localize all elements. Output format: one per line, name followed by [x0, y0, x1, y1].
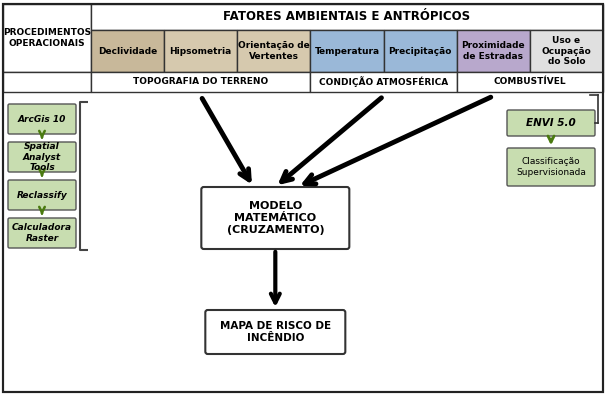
FancyBboxPatch shape: [8, 142, 76, 172]
Text: Uso e
Ocupação
do Solo: Uso e Ocupação do Solo: [541, 36, 591, 66]
Bar: [530, 30, 603, 72]
Text: Spatial
Analyst
Tools: Spatial Analyst Tools: [23, 142, 61, 172]
Text: ArcGis 10: ArcGis 10: [18, 115, 66, 124]
Text: Proximidade
de Estradas: Proximidade de Estradas: [462, 41, 525, 61]
Bar: [164, 30, 238, 72]
Text: Classificação
Supervisionada: Classificação Supervisionada: [516, 157, 586, 177]
Bar: [311, 30, 384, 72]
Text: ENVI 5.0: ENVI 5.0: [526, 118, 576, 128]
Bar: [91, 4, 603, 30]
Text: CONDIÇÃO ATMOSFÉRICA: CONDIÇÃO ATMOSFÉRICA: [319, 77, 448, 87]
Bar: [384, 30, 457, 72]
FancyBboxPatch shape: [507, 110, 595, 136]
Text: PROCEDIMENTOS
OPERACIONAIS: PROCEDIMENTOS OPERACIONAIS: [3, 28, 91, 48]
FancyBboxPatch shape: [8, 180, 76, 210]
FancyBboxPatch shape: [507, 148, 595, 186]
Text: MAPA DE RISCO DE
INCÊNDIO: MAPA DE RISCO DE INCÊNDIO: [220, 321, 331, 343]
FancyBboxPatch shape: [205, 310, 345, 354]
FancyBboxPatch shape: [202, 187, 350, 249]
Bar: [3, 4, 91, 72]
Text: Orientação de
Vertentes: Orientação de Vertentes: [238, 41, 310, 61]
FancyBboxPatch shape: [8, 218, 76, 248]
Text: Precipitação: Precipitação: [389, 47, 452, 56]
Bar: [3, 72, 91, 92]
Text: MODELO
MATEMÁTICO
(CRUZAMENTO): MODELO MATEMÁTICO (CRUZAMENTO): [227, 201, 324, 235]
FancyBboxPatch shape: [8, 104, 76, 134]
Text: Hipsometria: Hipsometria: [169, 47, 232, 56]
Text: COMBUSTÍVEL: COMBUSTÍVEL: [493, 77, 566, 87]
Text: Reclassify: Reclassify: [16, 190, 68, 199]
Bar: [457, 72, 603, 92]
Text: FATORES AMBIENTAIS E ANTRÓPICOS: FATORES AMBIENTAIS E ANTRÓPICOS: [224, 11, 471, 23]
Bar: [91, 72, 311, 92]
Text: TOPOGRAFIA DO TERRENO: TOPOGRAFIA DO TERRENO: [133, 77, 269, 87]
Bar: [311, 72, 457, 92]
Text: Temperatura: Temperatura: [314, 47, 379, 56]
Bar: [91, 30, 164, 72]
Bar: [457, 30, 530, 72]
Bar: [238, 30, 311, 72]
Text: Declividade: Declividade: [98, 47, 157, 56]
Text: Calculadora
Raster: Calculadora Raster: [12, 223, 72, 243]
